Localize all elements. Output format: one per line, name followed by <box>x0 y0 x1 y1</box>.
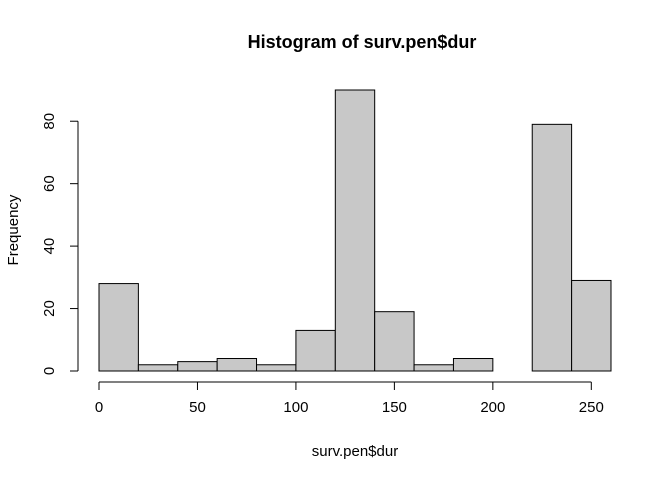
y-tick-label: 0 <box>41 367 58 375</box>
y-tick-label: 20 <box>41 300 58 317</box>
x-axis-label: surv.pen$dur <box>312 443 398 460</box>
x-tick-label: 200 <box>480 399 505 416</box>
histogram-bar-12 <box>571 279 612 372</box>
y-tick-label: 60 <box>41 175 58 192</box>
y-tick-label: 40 <box>41 238 58 255</box>
x-tick-label: 0 <box>95 399 103 416</box>
histogram-bar-2 <box>177 361 218 372</box>
histogram-bar-0 <box>98 283 139 372</box>
histogram-bar-5 <box>295 329 336 372</box>
x-tick-label: 150 <box>382 399 407 416</box>
bars-group <box>98 89 612 372</box>
chart-title: Histogram of surv.pen$dur <box>248 32 477 52</box>
y-axis-label: Frequency <box>5 194 22 265</box>
histogram-bar-1 <box>137 364 179 372</box>
histogram-bar-3 <box>216 358 258 372</box>
x-tick-label: 50 <box>189 399 206 416</box>
histogram-bar-11 <box>531 123 573 372</box>
histogram-bar-8 <box>413 364 454 372</box>
y-tick-label: 80 <box>41 113 58 130</box>
y-axis: 0 20 40 60 80 <box>41 113 79 375</box>
histogram-bar-6 <box>334 89 376 372</box>
histogram-bar-9 <box>452 358 494 372</box>
x-tick-label: 100 <box>283 399 308 416</box>
histogram-bar-7 <box>374 311 415 372</box>
x-tick-label: 250 <box>579 399 604 416</box>
x-axis: 0 50 100 150 200 250 <box>95 381 604 416</box>
histogram-bar-4 <box>256 364 297 372</box>
